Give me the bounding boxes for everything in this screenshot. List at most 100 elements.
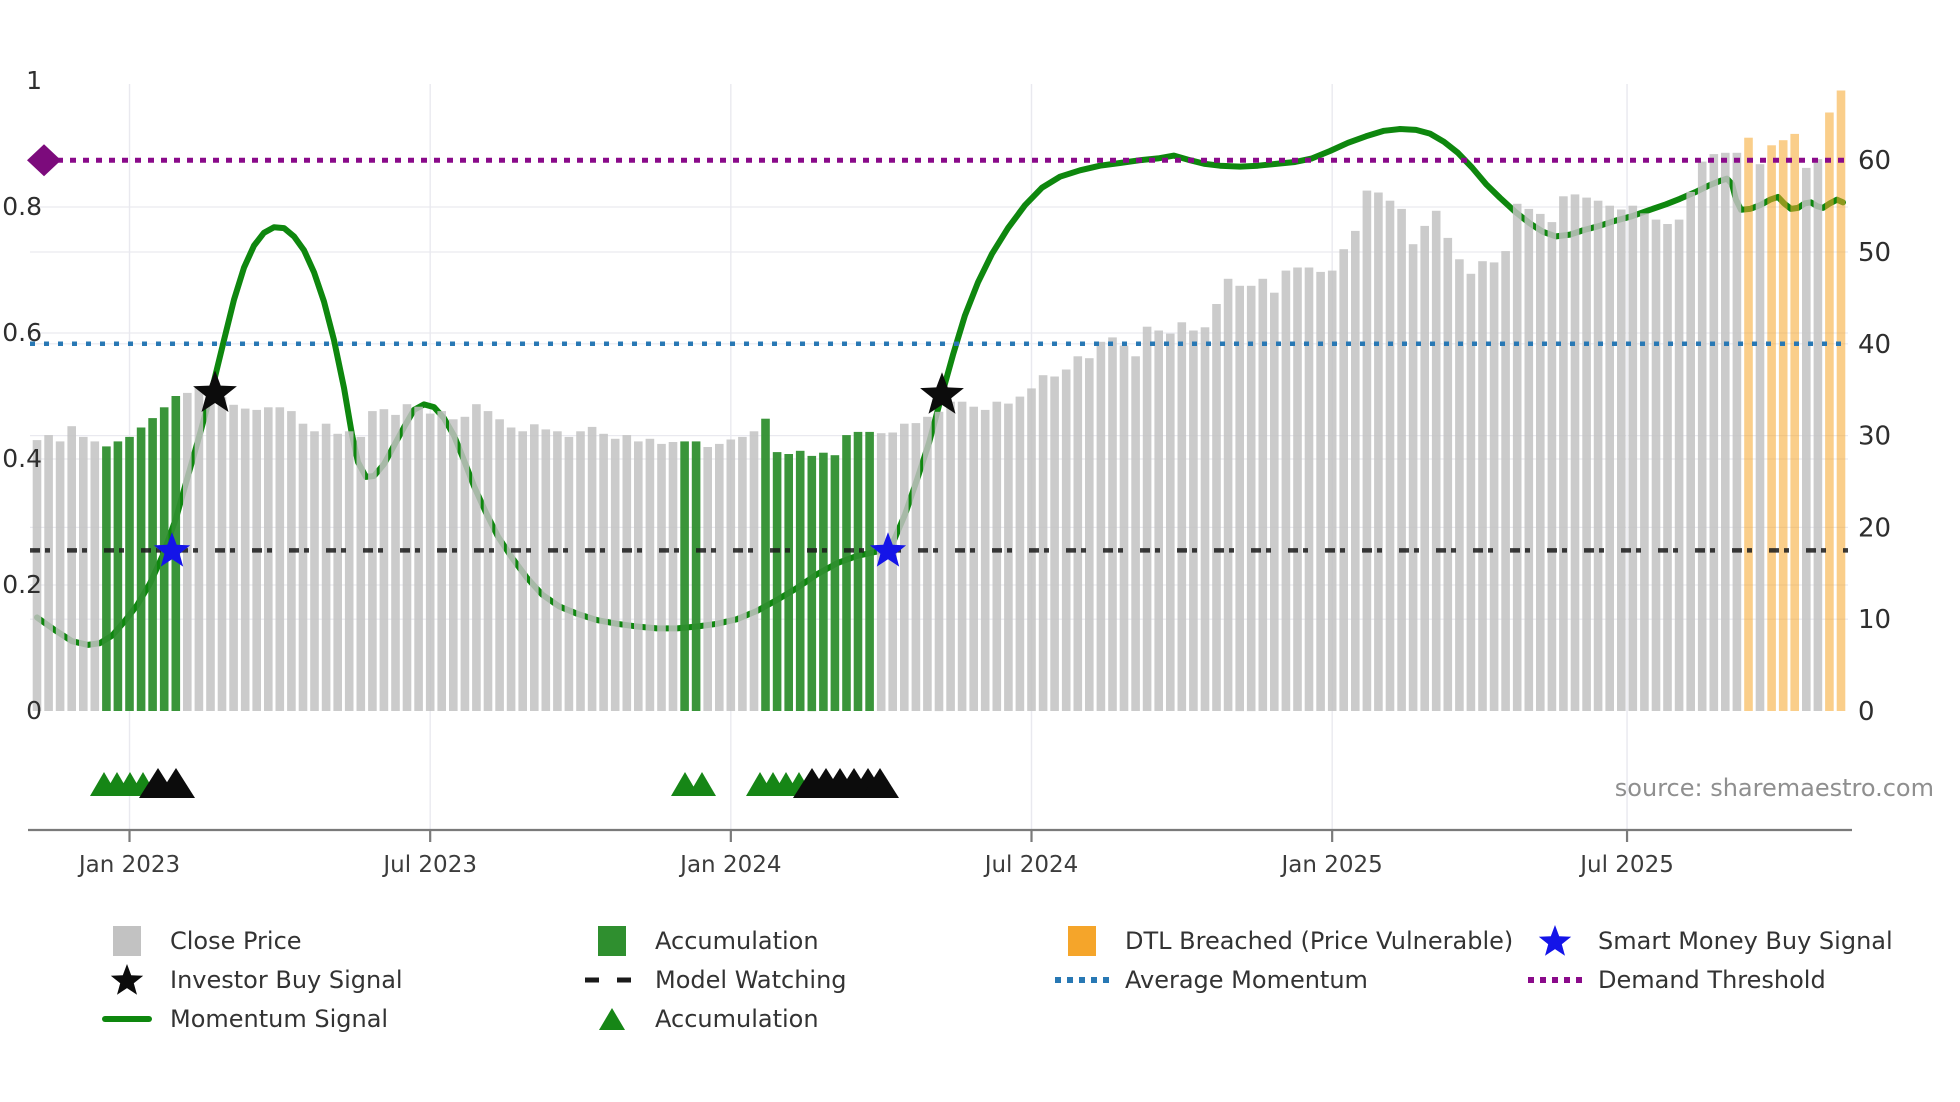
dtl-breached-bar (1825, 112, 1834, 711)
close-price-bar (79, 436, 88, 711)
close-price-bar (229, 404, 238, 711)
close-price-bar (980, 409, 990, 711)
close-price-bar (1142, 326, 1152, 711)
legend-item-accumulation-marker: Accumulation (583, 1000, 819, 1038)
legend-label: DTL Breached (Price Vulnerable) (1125, 927, 1514, 955)
blue-dotted-line-icon (1053, 963, 1111, 997)
close-price-bar (668, 442, 678, 711)
close-price-bar (992, 401, 1002, 711)
accumulation-bar (136, 427, 146, 711)
smart-money-buy-star (869, 532, 907, 567)
right-axis-tick-label: 30 (1858, 422, 1891, 452)
legend-item-momentum-signal: Momentum Signal (98, 1000, 388, 1038)
close-price-bar (1177, 322, 1187, 711)
x-axis-tick-label: Jan 2025 (1280, 852, 1383, 878)
legend-label: Close Price (170, 927, 302, 955)
close-price-bar (1605, 205, 1614, 711)
accumulation-bar (113, 441, 123, 711)
dotted-glyph (1055, 977, 1109, 983)
left-axis-tick-label: 0 (26, 696, 42, 725)
accumulation-bar (680, 441, 689, 711)
close-price-bar (1316, 271, 1325, 711)
close-price-bar (1431, 210, 1441, 712)
close-price-bar (1455, 259, 1464, 711)
close-price-bar (1397, 208, 1406, 711)
close-price-bar (1362, 190, 1372, 712)
close-price-bar (876, 433, 886, 711)
close-price-bar (1536, 213, 1545, 711)
source-attribution: source: sharemaestro.com (1614, 774, 1934, 802)
close-price-bar (1709, 154, 1719, 712)
close-price-bar (1593, 200, 1603, 711)
square-glyph (113, 926, 141, 956)
x-axis-tick-label: Jan 2024 (678, 852, 781, 878)
close-price-bar (749, 431, 759, 711)
left-axis-tick-label: 0.2 (2, 570, 42, 599)
right-axis-tick-label: 0 (1858, 697, 1875, 727)
close-price-bar (1281, 270, 1291, 711)
close-price-bar (1212, 304, 1221, 711)
close-price-bar (1293, 267, 1302, 711)
close-price-bar (657, 443, 666, 711)
close-price-bar (1663, 224, 1672, 711)
close-price-bar (1813, 159, 1823, 712)
close-price-bar (32, 440, 42, 711)
close-price-bar (1582, 197, 1591, 712)
close-price-bar (1200, 327, 1210, 711)
close-price-bar (460, 416, 470, 711)
close-price-bar (1166, 333, 1175, 711)
close-price-bar (1061, 369, 1071, 711)
close-price-bar (391, 414, 400, 711)
close-price-bar (1223, 278, 1233, 711)
close-price-bar (1501, 251, 1510, 711)
close-price-bar (1015, 396, 1025, 711)
close-price-bar (333, 433, 342, 711)
star-glyph (110, 964, 144, 995)
close-price-bar (344, 431, 354, 711)
close-price-bar (67, 426, 76, 711)
close-price-bar (495, 419, 504, 711)
close-price-bar (1628, 205, 1638, 711)
accumulation-bar (102, 446, 111, 711)
close-price-swatch-icon (98, 924, 156, 958)
close-price-bar (576, 431, 585, 711)
close-price-bar (1570, 194, 1580, 711)
close-price-bar (1339, 249, 1348, 711)
close-price-bar (610, 438, 620, 711)
close-price-bar (368, 411, 377, 711)
square-glyph (598, 926, 626, 956)
black-dashes-icon (583, 963, 641, 997)
close-price-bar (1073, 356, 1083, 711)
investor-triangle-marker (861, 768, 899, 798)
close-price-bar (252, 409, 261, 711)
close-price-bar (946, 401, 955, 711)
close-price-bar (1489, 262, 1499, 711)
close-price-bar (1408, 244, 1418, 711)
x-axis-tick-label: Jul 2023 (381, 852, 477, 878)
accumulation-bar (819, 452, 828, 711)
close-price-bar (1108, 337, 1117, 711)
dtl-breached-bar (1790, 133, 1799, 711)
close-price-bar (356, 436, 366, 711)
close-price-bar (541, 429, 551, 711)
close-price-bar (44, 435, 53, 711)
black-star-icon (98, 963, 156, 997)
accumulation-bar (125, 436, 134, 711)
dtl-breached-bar (1836, 90, 1846, 711)
accumulation-bar (865, 431, 874, 711)
close-price-bar (1385, 200, 1395, 711)
close-price-bar (923, 416, 932, 711)
smart-money-buy-star (153, 532, 191, 567)
close-price-bar (1327, 270, 1337, 711)
close-price-bar (1050, 376, 1059, 711)
close-price-bar (726, 439, 736, 711)
accumulation-bar (761, 418, 770, 711)
legend-item-demand-threshold: Demand Threshold (1526, 961, 1826, 999)
close-price-bar (622, 435, 632, 711)
accumulation-triangle-marker (688, 772, 716, 796)
close-price-bar (1351, 230, 1360, 711)
accumulation-bar (853, 431, 863, 711)
close-price-bar (298, 423, 308, 711)
close-price-bar (1686, 191, 1695, 711)
